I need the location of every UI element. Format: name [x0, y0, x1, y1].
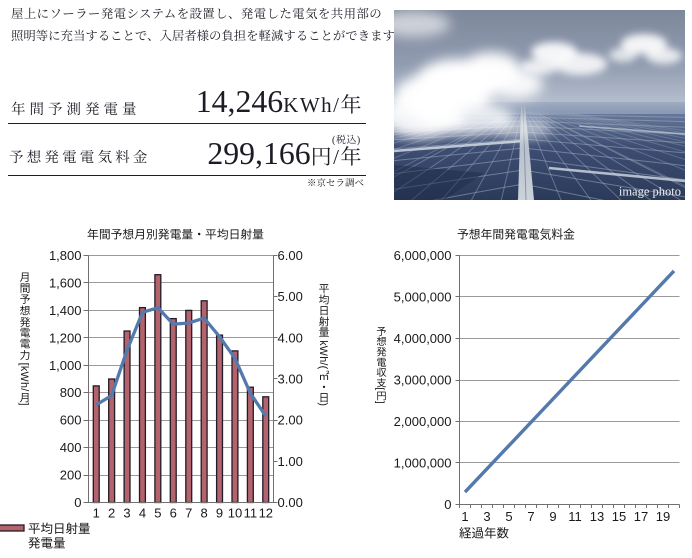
svg-text:image photo: image photo [619, 185, 681, 199]
svg-text:4.00: 4.00 [278, 330, 303, 345]
svg-text:6.00: 6.00 [278, 248, 303, 263]
svg-text:1.00: 1.00 [278, 454, 303, 469]
svg-text:0: 0 [444, 497, 451, 512]
svg-text:6,000,000: 6,000,000 [394, 248, 452, 263]
svg-text:11: 11 [244, 506, 258, 521]
svg-text:11: 11 [568, 509, 582, 524]
svg-text:3: 3 [123, 506, 130, 521]
svg-text:800: 800 [60, 385, 82, 400]
svg-text:9: 9 [216, 506, 223, 521]
svg-text:13: 13 [590, 509, 604, 524]
svg-text:5,000,000: 5,000,000 [394, 290, 452, 305]
svg-text:9: 9 [549, 509, 556, 524]
svg-text:17: 17 [634, 509, 648, 524]
svg-text:経過年数: 経過年数 [459, 527, 510, 541]
svg-text:1: 1 [93, 506, 100, 521]
svg-text:15: 15 [612, 509, 626, 524]
svg-text:10: 10 [228, 506, 242, 521]
svg-text:5: 5 [154, 506, 161, 521]
svg-text:1,000,000: 1,000,000 [394, 456, 452, 471]
svg-text:3.00: 3.00 [278, 372, 303, 387]
svg-text:3,000,000: 3,000,000 [394, 373, 452, 388]
svg-text:4: 4 [139, 506, 146, 521]
svg-text:7: 7 [185, 506, 192, 521]
svg-text:2,000,000: 2,000,000 [394, 414, 452, 429]
svg-text:2: 2 [108, 506, 115, 521]
svg-text:4,000,000: 4,000,000 [394, 331, 452, 346]
svg-text:平均日射量: 平均日射量 [28, 522, 91, 536]
svg-text:1,800: 1,800 [49, 248, 82, 263]
svg-text:予想年間発電電気料金: 予想年間発電電気料金 [457, 228, 575, 242]
svg-text:8: 8 [200, 506, 207, 521]
svg-text:0: 0 [74, 495, 81, 510]
svg-text:3: 3 [483, 509, 490, 524]
svg-text:1: 1 [461, 509, 468, 524]
svg-text:1,400: 1,400 [49, 303, 82, 318]
svg-text:12: 12 [259, 506, 273, 521]
svg-text:200: 200 [60, 468, 82, 483]
svg-text:1,000: 1,000 [49, 358, 82, 373]
svg-text:19: 19 [656, 509, 670, 524]
svg-text:1,600: 1,600 [49, 275, 82, 290]
svg-text:2.00: 2.00 [278, 413, 303, 428]
svg-text:1,200: 1,200 [49, 330, 82, 345]
svg-text:5: 5 [505, 509, 512, 524]
svg-text:発電量: 発電量 [28, 537, 66, 551]
svg-text:6: 6 [170, 506, 177, 521]
svg-text:600: 600 [60, 413, 82, 428]
svg-text:年間予想月別発電量・平均日射量: 年間予想月別発電量・平均日射量 [87, 228, 264, 242]
svg-text:7: 7 [527, 509, 534, 524]
svg-text:400: 400 [60, 440, 82, 455]
svg-text:5.00: 5.00 [278, 289, 303, 304]
svg-text:0.00: 0.00 [278, 495, 303, 510]
